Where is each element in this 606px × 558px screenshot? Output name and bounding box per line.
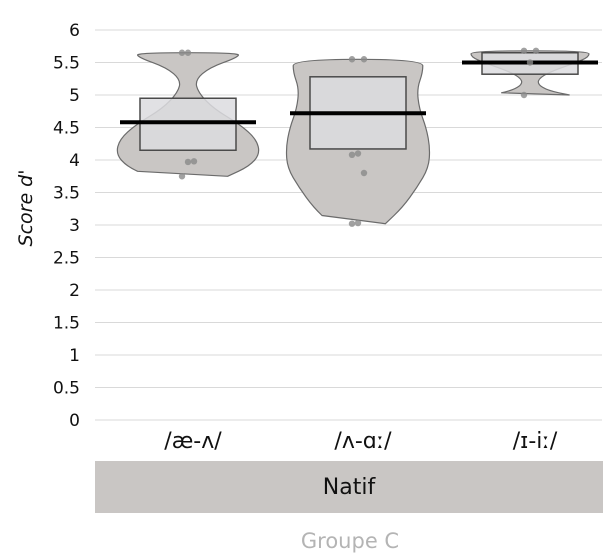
data-point (190, 158, 198, 165)
category-label-3: /ɪ-iː/ (513, 429, 558, 454)
data-point (348, 56, 356, 63)
y-tick-label: 0 (69, 411, 80, 431)
data-point (360, 56, 368, 63)
y-axis-label: Score d' (15, 170, 37, 247)
category-label-1: /æ-ʌ/ (164, 429, 222, 454)
y-tick-label: 4.5 (53, 119, 80, 139)
data-point (184, 158, 192, 166)
data-point (354, 219, 362, 227)
data-point (526, 59, 534, 66)
y-tick-label: 1.5 (53, 314, 80, 334)
data-point (532, 47, 540, 54)
data-point (354, 150, 362, 157)
group-band (95, 461, 603, 513)
y-tick-label: 5 (69, 86, 80, 106)
category-labels: /æ-ʌ/ /ʌ-ɑː/ /ɪ-iː/ (164, 429, 558, 454)
y-tick-label: 6 (69, 21, 80, 41)
data-point (348, 151, 356, 158)
data-point (178, 49, 186, 56)
y-tick-label: 3 (69, 216, 80, 236)
y-tick-label: 4 (69, 151, 80, 171)
group-label: Natif (323, 475, 377, 500)
y-tick-label: 1 (69, 346, 80, 366)
data-point (348, 220, 356, 227)
data-point (520, 91, 528, 99)
y-tick-label: 2.5 (53, 249, 80, 269)
y-tick-label: 5.5 (53, 54, 80, 74)
y-tick-labels: 0 0.5 1 1.5 2 2.5 3 3.5 4 4.5 5 5.5 6 (53, 21, 80, 431)
data-point (178, 173, 186, 180)
data-point (360, 169, 368, 177)
y-tick-label: 3.5 (53, 184, 80, 204)
footer-label: Groupe C (301, 529, 399, 553)
y-tick-label: 0.5 (53, 379, 80, 399)
data-point (520, 47, 528, 54)
data-points (178, 47, 540, 227)
y-tick-label: 2 (69, 281, 80, 301)
category-label-2: /ʌ-ɑː/ (334, 429, 392, 454)
data-point (184, 49, 192, 56)
